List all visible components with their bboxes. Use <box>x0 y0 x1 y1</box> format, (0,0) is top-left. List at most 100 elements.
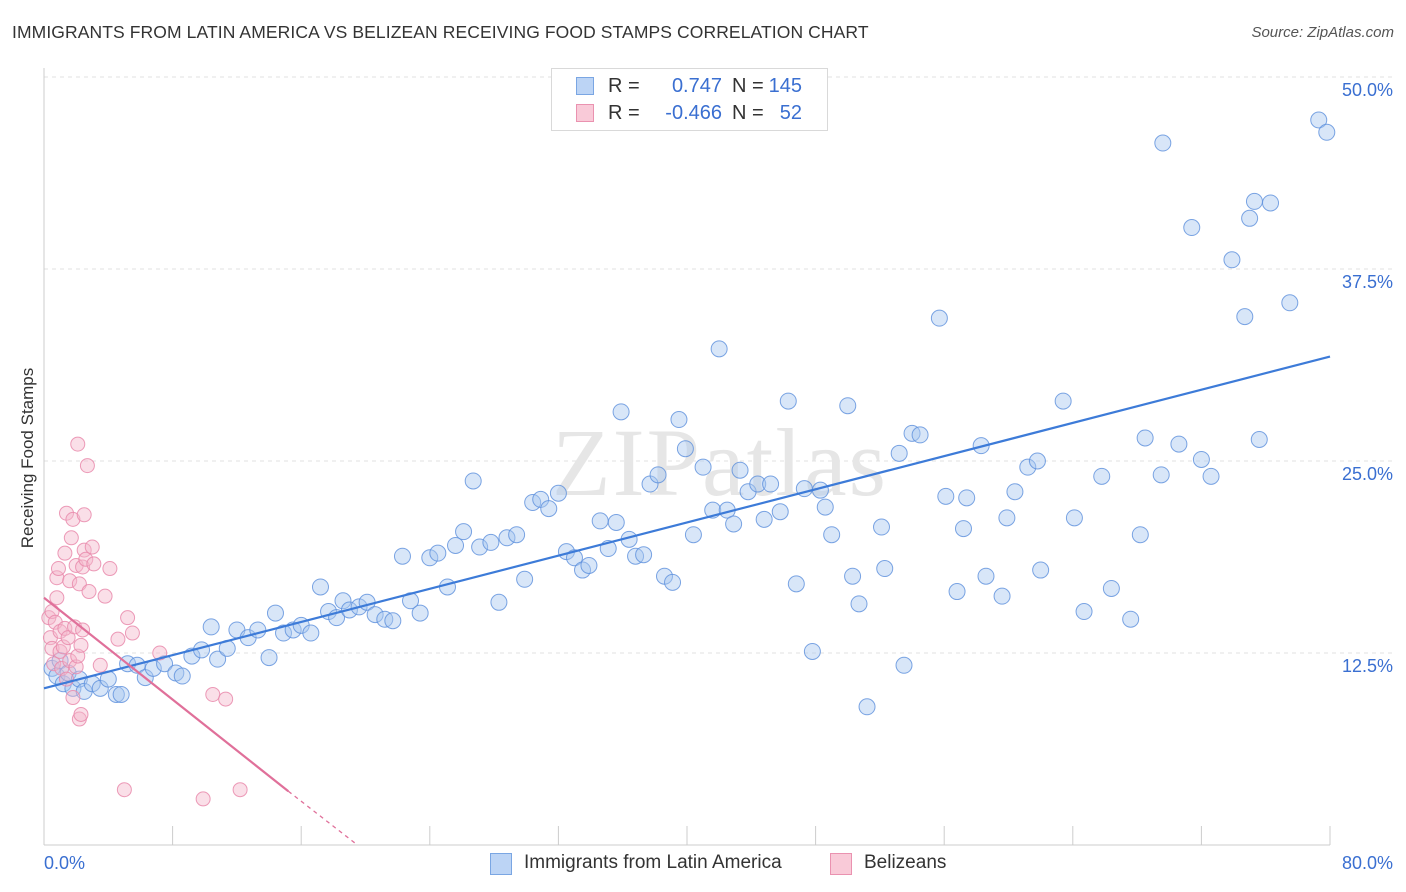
source-label: Source: ZipAtlas.com <box>1251 24 1394 41</box>
point-latin-america <box>670 411 688 429</box>
point-latin-america <box>580 556 598 574</box>
point-latin-america <box>490 593 508 611</box>
point-latin-america <box>260 649 278 667</box>
legend-r-value: -0.466 <box>665 102 722 124</box>
point-latin-america <box>694 458 712 476</box>
point-belizeans <box>116 782 132 798</box>
point-latin-america <box>993 587 1011 605</box>
point-latin-america <box>173 667 191 685</box>
point-belizeans <box>110 631 126 647</box>
point-belizeans <box>84 539 100 555</box>
point-latin-america <box>954 520 972 538</box>
point-latin-america <box>823 526 841 544</box>
point-belizeans <box>73 706 89 722</box>
point-belizeans <box>86 556 102 572</box>
correlation-legend: R = 0.747 N = 145 R = -0.466 N = 52 <box>551 68 828 131</box>
point-latin-america <box>998 509 1016 527</box>
point-belizeans <box>59 505 75 521</box>
point-latin-america <box>1028 452 1046 470</box>
point-latin-america <box>676 440 694 458</box>
point-latin-america <box>302 624 320 642</box>
tick-labels: 12.5% 25.0% 37.5% 50.0% 0.0% 80.0% <box>44 80 1393 873</box>
point-latin-america <box>107 685 125 703</box>
point-belizeans <box>63 530 79 546</box>
point-latin-america <box>890 444 908 462</box>
legend-n-label: N = <box>732 75 764 97</box>
point-latin-america <box>311 578 329 596</box>
legend-n-label: N = <box>732 102 764 124</box>
trendline-belizeans-extension <box>287 790 358 846</box>
grid <box>44 76 1392 654</box>
point-latin-america <box>731 461 749 479</box>
legend-r-label: R = <box>608 75 640 97</box>
point-latin-america <box>540 500 558 518</box>
point-latin-america <box>1093 467 1111 485</box>
point-latin-america <box>1236 308 1254 326</box>
y-tick-label: 12.5% <box>1342 656 1393 676</box>
point-latin-america <box>779 392 797 410</box>
point-latin-america <box>393 547 411 565</box>
point-latin-america <box>1065 509 1083 527</box>
point-latin-america <box>1202 467 1220 485</box>
chart-title: IMMIGRANTS FROM LATIN AMERICA VS BELIZEA… <box>12 22 869 42</box>
point-belizeans <box>55 639 71 655</box>
point-latin-america <box>591 512 609 530</box>
point-belizeans <box>62 653 78 669</box>
point-belizeans <box>92 657 108 673</box>
trendlines <box>43 355 1331 846</box>
point-latin-america <box>1192 450 1210 468</box>
point-belizeans <box>57 620 73 636</box>
point-latin-america <box>873 518 891 536</box>
point-latin-america <box>1032 561 1050 579</box>
point-latin-america <box>266 604 284 622</box>
point-latin-america <box>755 510 773 528</box>
series-swatch-pink <box>830 853 852 875</box>
point-latin-america <box>1250 430 1268 448</box>
point-latin-america <box>565 549 583 567</box>
point-latin-america <box>977 567 995 585</box>
legend-r-value: 0.747 <box>671 75 722 97</box>
point-latin-america <box>930 309 948 327</box>
point-latin-america <box>471 538 489 556</box>
point-belizeans <box>78 551 94 567</box>
series-swatch-blue <box>490 853 512 875</box>
point-latin-america <box>549 484 567 502</box>
point-latin-america <box>1122 610 1140 628</box>
point-latin-america <box>1223 251 1241 269</box>
point-latin-america <box>895 656 913 674</box>
point-latin-america <box>1131 526 1149 544</box>
point-latin-america <box>1245 192 1263 210</box>
point-latin-america <box>839 397 857 415</box>
point-belizeans <box>49 590 65 606</box>
point-belizeans <box>195 791 211 807</box>
point-latin-america <box>1054 392 1072 410</box>
point-latin-america <box>516 570 534 588</box>
legend-swatch-pink <box>576 104 594 122</box>
point-latin-america <box>209 650 227 668</box>
point-latin-america <box>429 544 447 562</box>
x-tick-label: 80.0% <box>1342 853 1393 873</box>
point-latin-america <box>202 618 220 636</box>
point-latin-america <box>1241 209 1259 227</box>
series-label: Immigrants from Latin America <box>524 852 782 873</box>
point-latin-america <box>948 583 966 601</box>
point-latin-america <box>411 604 429 622</box>
point-latin-america <box>464 472 482 490</box>
point-belizeans <box>62 573 78 589</box>
point-latin-america <box>1019 458 1037 476</box>
point-belizeans <box>205 686 221 702</box>
point-latin-america <box>684 526 702 544</box>
point-latin-america <box>447 536 465 554</box>
point-belizeans <box>46 656 62 672</box>
point-belizeans <box>70 436 86 452</box>
point-latin-america <box>749 475 767 493</box>
point-latin-america <box>725 515 743 533</box>
point-latin-america <box>850 595 868 613</box>
point-latin-america <box>421 549 439 567</box>
y-tick-label: 37.5% <box>1342 272 1393 292</box>
point-latin-america <box>762 475 780 493</box>
y-tick-label: 25.0% <box>1342 464 1393 484</box>
point-latin-america <box>438 578 456 596</box>
y-tick-label: 50.0% <box>1342 80 1393 100</box>
point-latin-america <box>816 498 834 516</box>
